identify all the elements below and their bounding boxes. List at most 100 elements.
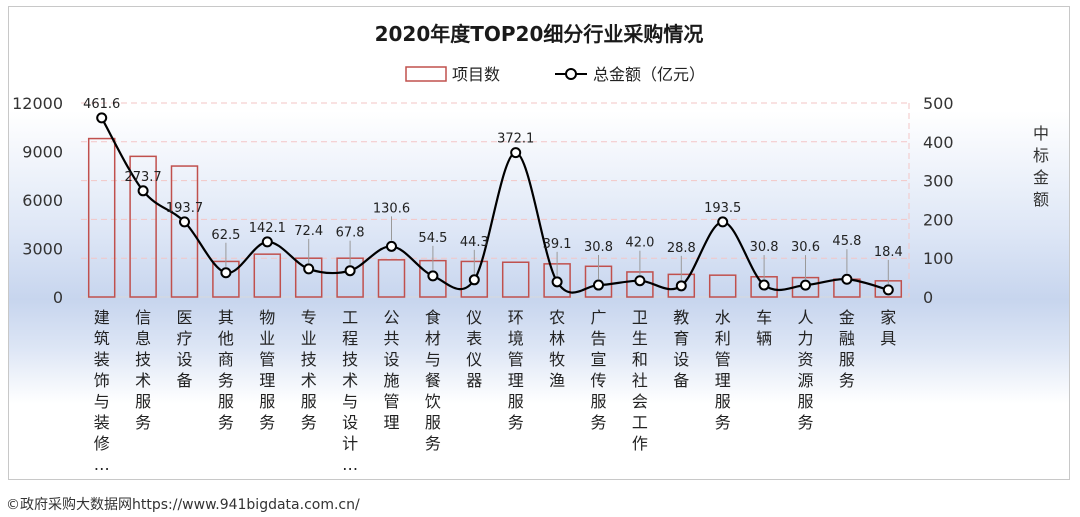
category-label-char: 其 (218, 308, 234, 327)
category-label-char: 技 (301, 350, 317, 369)
category-label-char: 程 (342, 329, 358, 348)
category-label-char: 生 (632, 329, 648, 348)
bar (87, 137, 116, 298)
category-label-char: 食 (425, 308, 441, 327)
legend-line-label: 总金额（亿元） (593, 65, 705, 84)
category-label-char: 与 (342, 392, 358, 411)
chart-frame: 2020年度TOP20细分行业采购情况 项目数 总金额（亿元） 12000 9000 60… (8, 6, 1070, 480)
category-label-char: 建 (94, 308, 110, 327)
source-footer: ©政府采购大数据网https://www.941bigdata.com.cn/ (6, 497, 360, 513)
category-label-char: 装 (94, 350, 110, 369)
category-label-char: 共 (383, 329, 399, 348)
category-label-char: 务 (425, 434, 441, 453)
category-label-char: 境 (508, 329, 524, 348)
category-label-char: 计 (342, 434, 358, 453)
category-label-char: 融 (839, 329, 855, 348)
category-label-char: 源 (797, 371, 813, 390)
category-label-char: 卫 (632, 308, 648, 327)
category-label-char: 理 (715, 371, 731, 390)
category-label-char: 资 (797, 350, 813, 369)
category-label-char: 服 (797, 392, 813, 411)
right-tick-label: 300 (923, 172, 954, 191)
category-label-char: 金 (839, 308, 855, 327)
category-label-char: 利 (715, 329, 731, 348)
category-label-char: 服 (259, 392, 275, 411)
category-label-char: 疗 (176, 329, 192, 348)
right-tick-label: 500 (923, 94, 954, 113)
category-label-char: 理 (508, 371, 524, 390)
category-label-char: 传 (590, 371, 606, 390)
category-label-char: 修 (94, 434, 110, 453)
legend-bar-label: 项目数 (452, 65, 500, 84)
data-label: 461.6 (83, 97, 120, 112)
category-label-char: 作 (632, 434, 648, 453)
data-label: 130.6 (373, 201, 410, 216)
category-label-char: 管 (383, 392, 399, 411)
category-label-char: 他 (218, 329, 234, 348)
left-tick-label: 0 (53, 288, 63, 307)
category-label-char: 务 (715, 413, 731, 432)
category-label-char: 宣 (590, 350, 606, 369)
line-point (717, 216, 729, 228)
data-label: 44.3 (460, 235, 489, 250)
category-label-char: 术 (135, 371, 151, 390)
category-label-char: 商 (218, 350, 234, 369)
right-tick-label: 100 (923, 249, 954, 268)
left-tick-label: 12000 (12, 94, 63, 113)
category-label-char: 筑 (94, 329, 110, 348)
legend-line-marker (565, 68, 577, 80)
right-axis-label-char: 中 (1033, 124, 1049, 143)
category-label-char: 服 (135, 392, 151, 411)
line-point (882, 284, 894, 296)
category-label-char: 理 (259, 371, 275, 390)
data-label: 372.1 (497, 132, 534, 147)
data-label: 28.8 (667, 241, 696, 256)
data-label: 54.5 (418, 231, 447, 246)
category-label-char: 会 (632, 392, 648, 411)
line-point (551, 276, 563, 288)
category-label-char: 设 (383, 350, 399, 369)
category-label-char: 务 (590, 413, 606, 432)
right-tick-label: 200 (923, 210, 954, 229)
category-label-char: 服 (715, 392, 731, 411)
data-label: 142.1 (249, 221, 286, 236)
line-point (634, 275, 646, 287)
data-label: 45.8 (832, 234, 861, 249)
category-label-char: 育 (673, 329, 689, 348)
category-label-char: 管 (715, 350, 731, 369)
right-axis-label-char: 额 (1033, 190, 1049, 209)
legend-bar-swatch (405, 66, 447, 82)
data-label: 193.7 (166, 201, 203, 216)
bar (170, 165, 199, 298)
category-label-char: 务 (301, 413, 317, 432)
category-label-char: 人 (797, 308, 813, 327)
category-label-char: 服 (218, 392, 234, 411)
category-label-char: 水 (715, 308, 731, 327)
category-label-char: 物 (259, 308, 275, 327)
category-label-char: 务 (218, 371, 234, 390)
category-label-char: 设 (176, 350, 192, 369)
line-point (841, 273, 853, 285)
category-label-char: 具 (880, 329, 896, 348)
category-label-char: 务 (135, 413, 151, 432)
data-label: 30.8 (750, 240, 779, 255)
data-label: 30.8 (584, 240, 613, 255)
line-point (261, 236, 273, 248)
category-label-char: 和 (632, 350, 648, 369)
category-label-char: 公 (383, 308, 399, 327)
category-label-char: 医 (176, 308, 192, 327)
category-label-char: 辆 (756, 329, 772, 348)
left-tick-label: 3000 (22, 240, 63, 259)
category-label-char: 务 (839, 371, 855, 390)
right-tick-label: 0 (923, 288, 933, 307)
category-label-char: 业 (259, 329, 275, 348)
category-label-char: 仪 (466, 308, 482, 327)
category-label-char: 车 (756, 308, 772, 327)
category-label-char: 服 (508, 392, 524, 411)
line-point (303, 263, 315, 275)
category-label-char: 备 (673, 371, 689, 390)
category-label-char: 务 (218, 413, 234, 432)
bar (708, 274, 737, 298)
category-label-char: 装 (94, 413, 110, 432)
